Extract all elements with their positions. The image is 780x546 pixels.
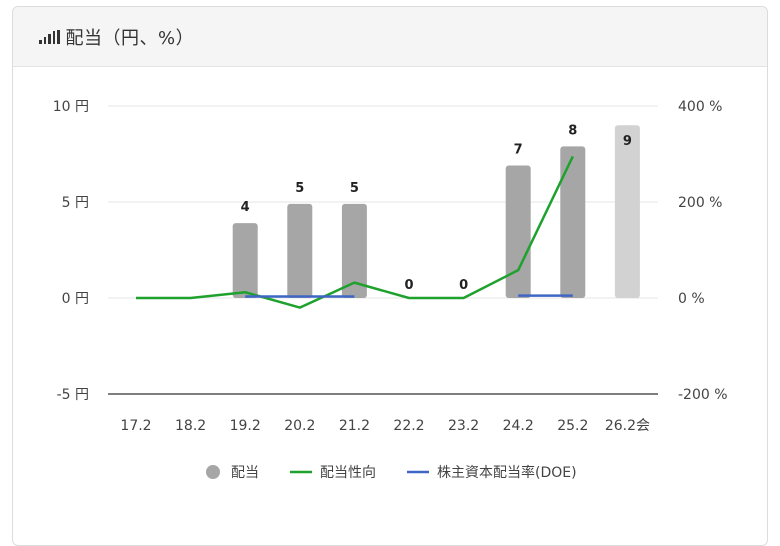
- bar-data-label: 7: [514, 143, 523, 158]
- category-label: 18.2: [175, 418, 206, 434]
- legend-payout-ratio: 配当性向: [320, 465, 376, 481]
- bar-data-label: 8: [568, 123, 577, 138]
- category-label: 25.2: [557, 418, 588, 434]
- category-label: 20.2: [284, 418, 315, 434]
- left-tick-label: 10 円: [53, 99, 89, 115]
- category-label: 17.2: [120, 418, 151, 434]
- bar-data-label: 5: [350, 181, 359, 196]
- category-label: 21.2: [339, 418, 370, 434]
- category-label: 19.2: [230, 418, 261, 434]
- right-tick-label: -200 %: [678, 387, 728, 403]
- left-tick-label: -5 円: [57, 387, 89, 403]
- category-label: 22.2: [393, 418, 424, 434]
- dividend-bar: [505, 165, 531, 298]
- category-label: 24.2: [503, 418, 534, 434]
- legend-doe: 株主資本配当率(DOE): [437, 464, 577, 481]
- bar-data-label: 0: [404, 278, 413, 293]
- category-label: 26.2会: [605, 418, 650, 434]
- bar-data-label: 9: [623, 134, 632, 149]
- bar-data-label: 0: [459, 278, 468, 293]
- right-tick-label: 400 %: [678, 99, 722, 115]
- dividend-bar: [560, 146, 586, 298]
- legend-swatch: [206, 465, 220, 479]
- dividend-bar: [614, 125, 640, 298]
- dividend-card: 配当（円、%）: [12, 6, 768, 546]
- right-tick-label: 200 %: [678, 195, 722, 211]
- left-tick-label: 0 円: [62, 291, 89, 307]
- right-tick-label: 0 %: [678, 291, 705, 307]
- dividend-bar: [232, 223, 258, 298]
- category-label: 23.2: [448, 418, 479, 434]
- signal-bars-icon: [39, 29, 60, 44]
- card-title: 配当（円、%）: [65, 27, 195, 49]
- legend-dividend: 配当: [231, 465, 259, 481]
- bar-data-label: 5: [295, 181, 304, 196]
- dividend-bar: [287, 203, 313, 298]
- dividend-bar: [341, 203, 367, 298]
- bar-data-label: 4: [241, 200, 250, 215]
- left-tick-label: 5 円: [62, 195, 89, 211]
- card-header: 配当（円、%）: [13, 7, 767, 67]
- payout-ratio-line: [136, 155, 574, 309]
